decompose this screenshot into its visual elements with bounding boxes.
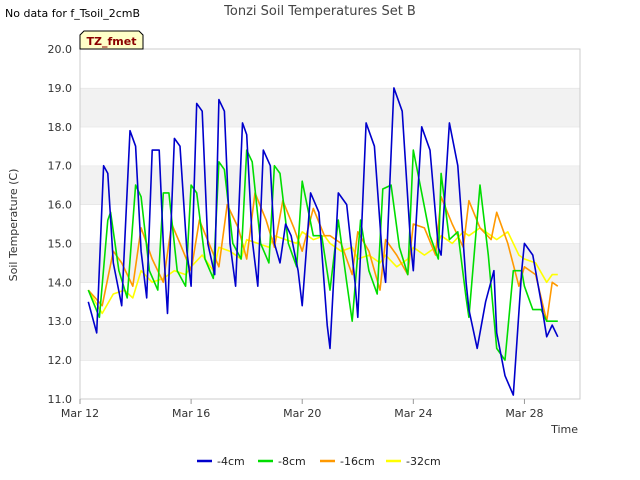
y-tick-label: 14.0 [48, 276, 73, 289]
legend-item: -16cm [320, 455, 375, 468]
grid-band [80, 360, 580, 399]
series-line-minus-4cm [87, 87, 559, 396]
y-axis: 11.0 12.0 13.0 14.0 15.0 16.0 17.0 18.0 19.0 20.0 [48, 43, 73, 406]
series-line-minus-16cm [87, 192, 559, 323]
legend-label: -8cm [278, 455, 306, 468]
x-axis: Mar 12 Mar 16 Mar 20 Mar 24 Mar 28 [61, 399, 544, 420]
y-tick-label: 15.0 [48, 237, 73, 250]
y-tick-label: 11.0 [48, 393, 73, 406]
y-tick-label: 12.0 [48, 354, 73, 367]
x-tick-label: Mar 24 [394, 407, 432, 420]
y-tick-label: 18.0 [48, 121, 73, 134]
y-tick-label: 17.0 [48, 160, 73, 173]
y-tick-label: 16.0 [48, 199, 73, 212]
legend-item: -32cm [386, 455, 441, 468]
x-axis-title: Time [550, 423, 578, 436]
series-line-minus-8cm [87, 149, 558, 361]
grid-band [80, 243, 580, 283]
legend-label: -16cm [340, 455, 375, 468]
legend-item: -4cm [197, 455, 245, 468]
grid-band [80, 49, 580, 88]
y-axis-title: Soil Temperature (C) [7, 169, 20, 282]
y-tick-label: 20.0 [48, 43, 73, 56]
legend-label: -32cm [406, 455, 441, 468]
x-tick-label: Mar 12 [61, 407, 99, 420]
grid-bands [80, 48, 580, 399]
grid-band [80, 126, 580, 166]
legend: -4cm -8cm -16cm -32cm [197, 455, 441, 468]
plot-area [79, 48, 581, 400]
grid-band [80, 165, 580, 205]
status-text: No data for f_Tsoil_2cmB [5, 7, 140, 20]
x-tick-label: Mar 20 [283, 407, 321, 420]
badge-shape [79, 30, 144, 50]
chart-title: Tonzi Soil Temperatures Set B [223, 4, 416, 19]
y-tick-label: 19.0 [48, 82, 73, 95]
y-tick-label: 13.0 [48, 315, 73, 328]
x-tick-label: Mar 16 [172, 407, 210, 420]
legend-label: -4cm [217, 455, 245, 468]
site-badge: TZ_fmet [79, 30, 144, 50]
x-tick-label: Mar 28 [505, 407, 543, 420]
legend-item: -8cm [258, 455, 306, 468]
grid-band [80, 87, 580, 127]
badge-label: TZ_fmet [87, 35, 137, 48]
series-lines [87, 87, 559, 396]
